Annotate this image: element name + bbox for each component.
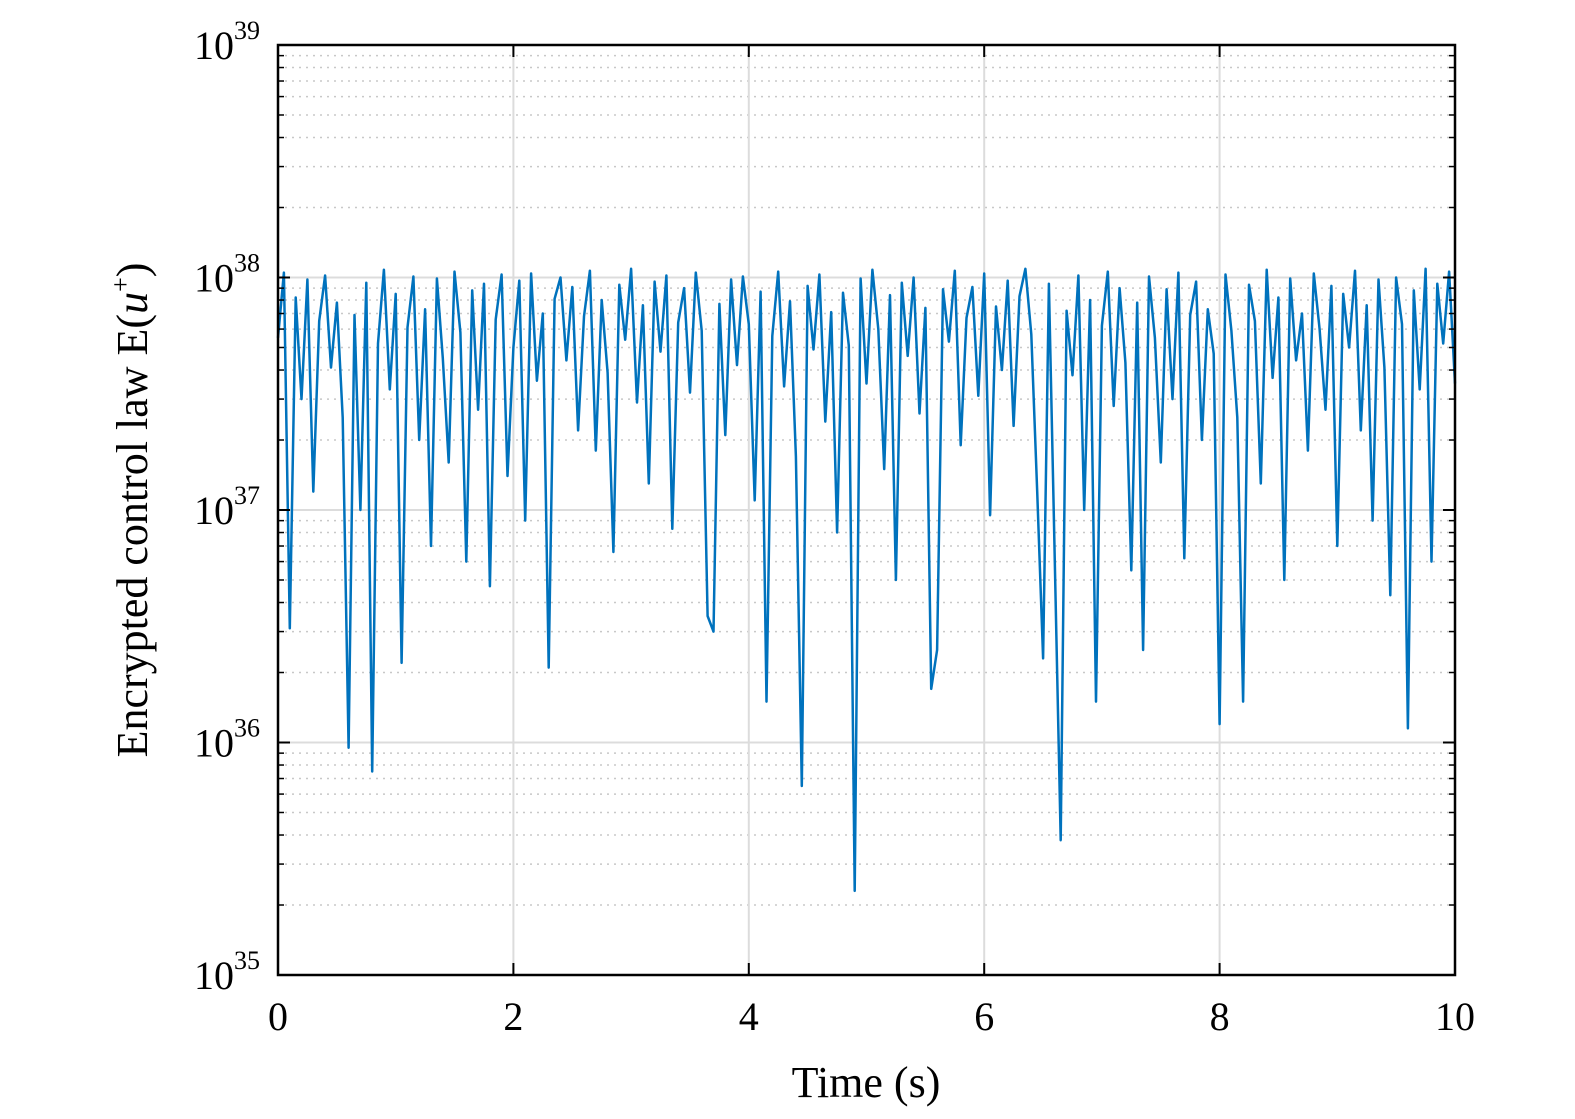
x-tick-label: 10: [1435, 994, 1475, 1039]
y-tick-label: 1038: [194, 249, 260, 301]
x-tick-label: 8: [1210, 994, 1230, 1039]
y-tick-base: 10: [194, 23, 234, 68]
x-tick-label: 2: [503, 994, 523, 1039]
grid: [277, 44, 1456, 976]
y-axis-label-var: u: [108, 292, 157, 314]
y-axis-label: Encrypted control law E(u+): [106, 263, 157, 758]
y-tick-exponent: 36: [234, 714, 260, 743]
x-axis-label: Time (s): [792, 1058, 941, 1107]
y-tick-exponent: 39: [234, 16, 260, 45]
x-tick-labels: 0 2 4 6 8 10: [268, 994, 1475, 1039]
series-layer: [276, 267, 1457, 893]
x-tick-label: 0: [268, 994, 288, 1039]
y-tick-exponent: 35: [234, 946, 260, 975]
y-axis-label-prefix: Encrypted control law E(: [108, 314, 157, 758]
y-tick-label: 1039: [194, 16, 260, 68]
y-axis-label-suffix: ): [108, 263, 157, 278]
x-tick-label: 4: [739, 994, 759, 1039]
y-axis-label-sup: +: [106, 277, 135, 292]
data-line: [276, 267, 1457, 893]
y-tick-exponent: 37: [234, 481, 260, 510]
y-tick-label: 1035: [194, 946, 260, 998]
y-tick-base: 10: [194, 488, 234, 533]
ticks: [277, 44, 1456, 976]
y-tick-exponent: 38: [234, 249, 260, 278]
y-tick-base: 10: [194, 256, 234, 301]
y-tick-label: 1037: [194, 481, 260, 533]
y-tick-base: 10: [194, 721, 234, 766]
y-tick-base: 10: [194, 953, 234, 998]
y-tick-label: 1036: [194, 714, 260, 766]
x-tick-label: 6: [974, 994, 994, 1039]
